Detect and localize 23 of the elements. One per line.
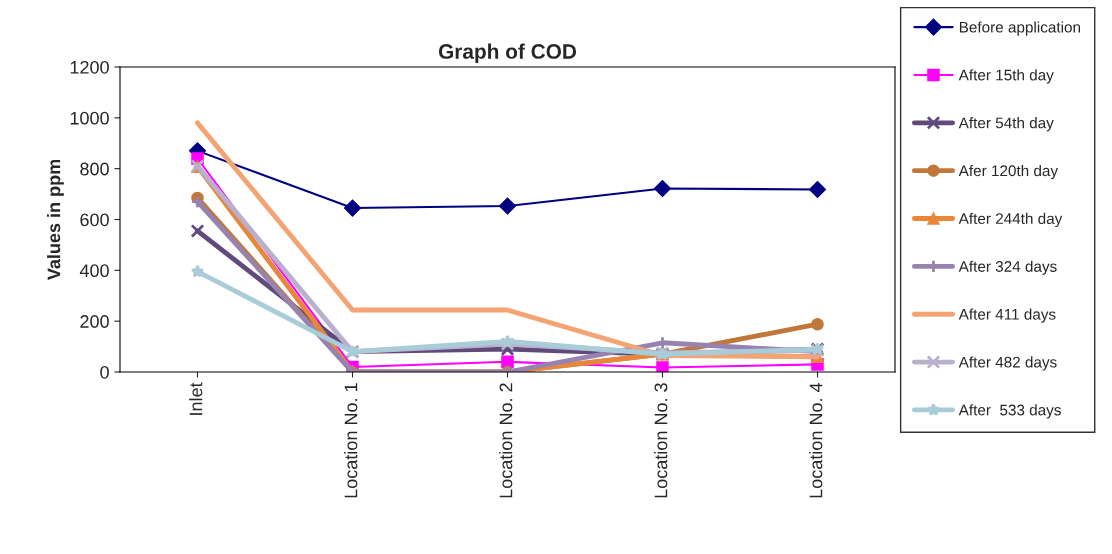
y-tick-label: 1000 (70, 111, 109, 125)
y-tick-label: 1200 (70, 60, 109, 74)
legend-label: After 15th day (958, 69, 1054, 84)
legend-label: After 482 days (958, 356, 1057, 371)
x-tick-label: Location No. 2 (499, 383, 513, 498)
x-tick-label: Location No. 1 (344, 383, 358, 498)
x-tick-label: Inlet (189, 382, 203, 415)
x-tick-label: Location No. 3 (654, 383, 668, 498)
legend-label: After 324 days (958, 260, 1057, 275)
x-tick-label: Location No. 4 (809, 382, 823, 498)
y-axis-title: Values in ppm (47, 159, 64, 281)
legend-label: Afer 120th day (958, 164, 1059, 180)
legend-label: Before application (959, 21, 1081, 36)
chart-title: Graph of COD (438, 43, 577, 63)
y-tick-label: 0 (100, 365, 109, 379)
legend-label: After 533 days (958, 404, 1061, 419)
y-tick-label: 600 (80, 213, 109, 227)
legend-label: After 244th day (958, 212, 1063, 228)
y-tick-label: 800 (80, 162, 109, 176)
legend-label: After 54th day (958, 117, 1054, 132)
y-tick-label: 200 (80, 315, 109, 328)
legend-label: After 411 days (958, 308, 1056, 323)
y-tick-label: 400 (79, 264, 109, 278)
